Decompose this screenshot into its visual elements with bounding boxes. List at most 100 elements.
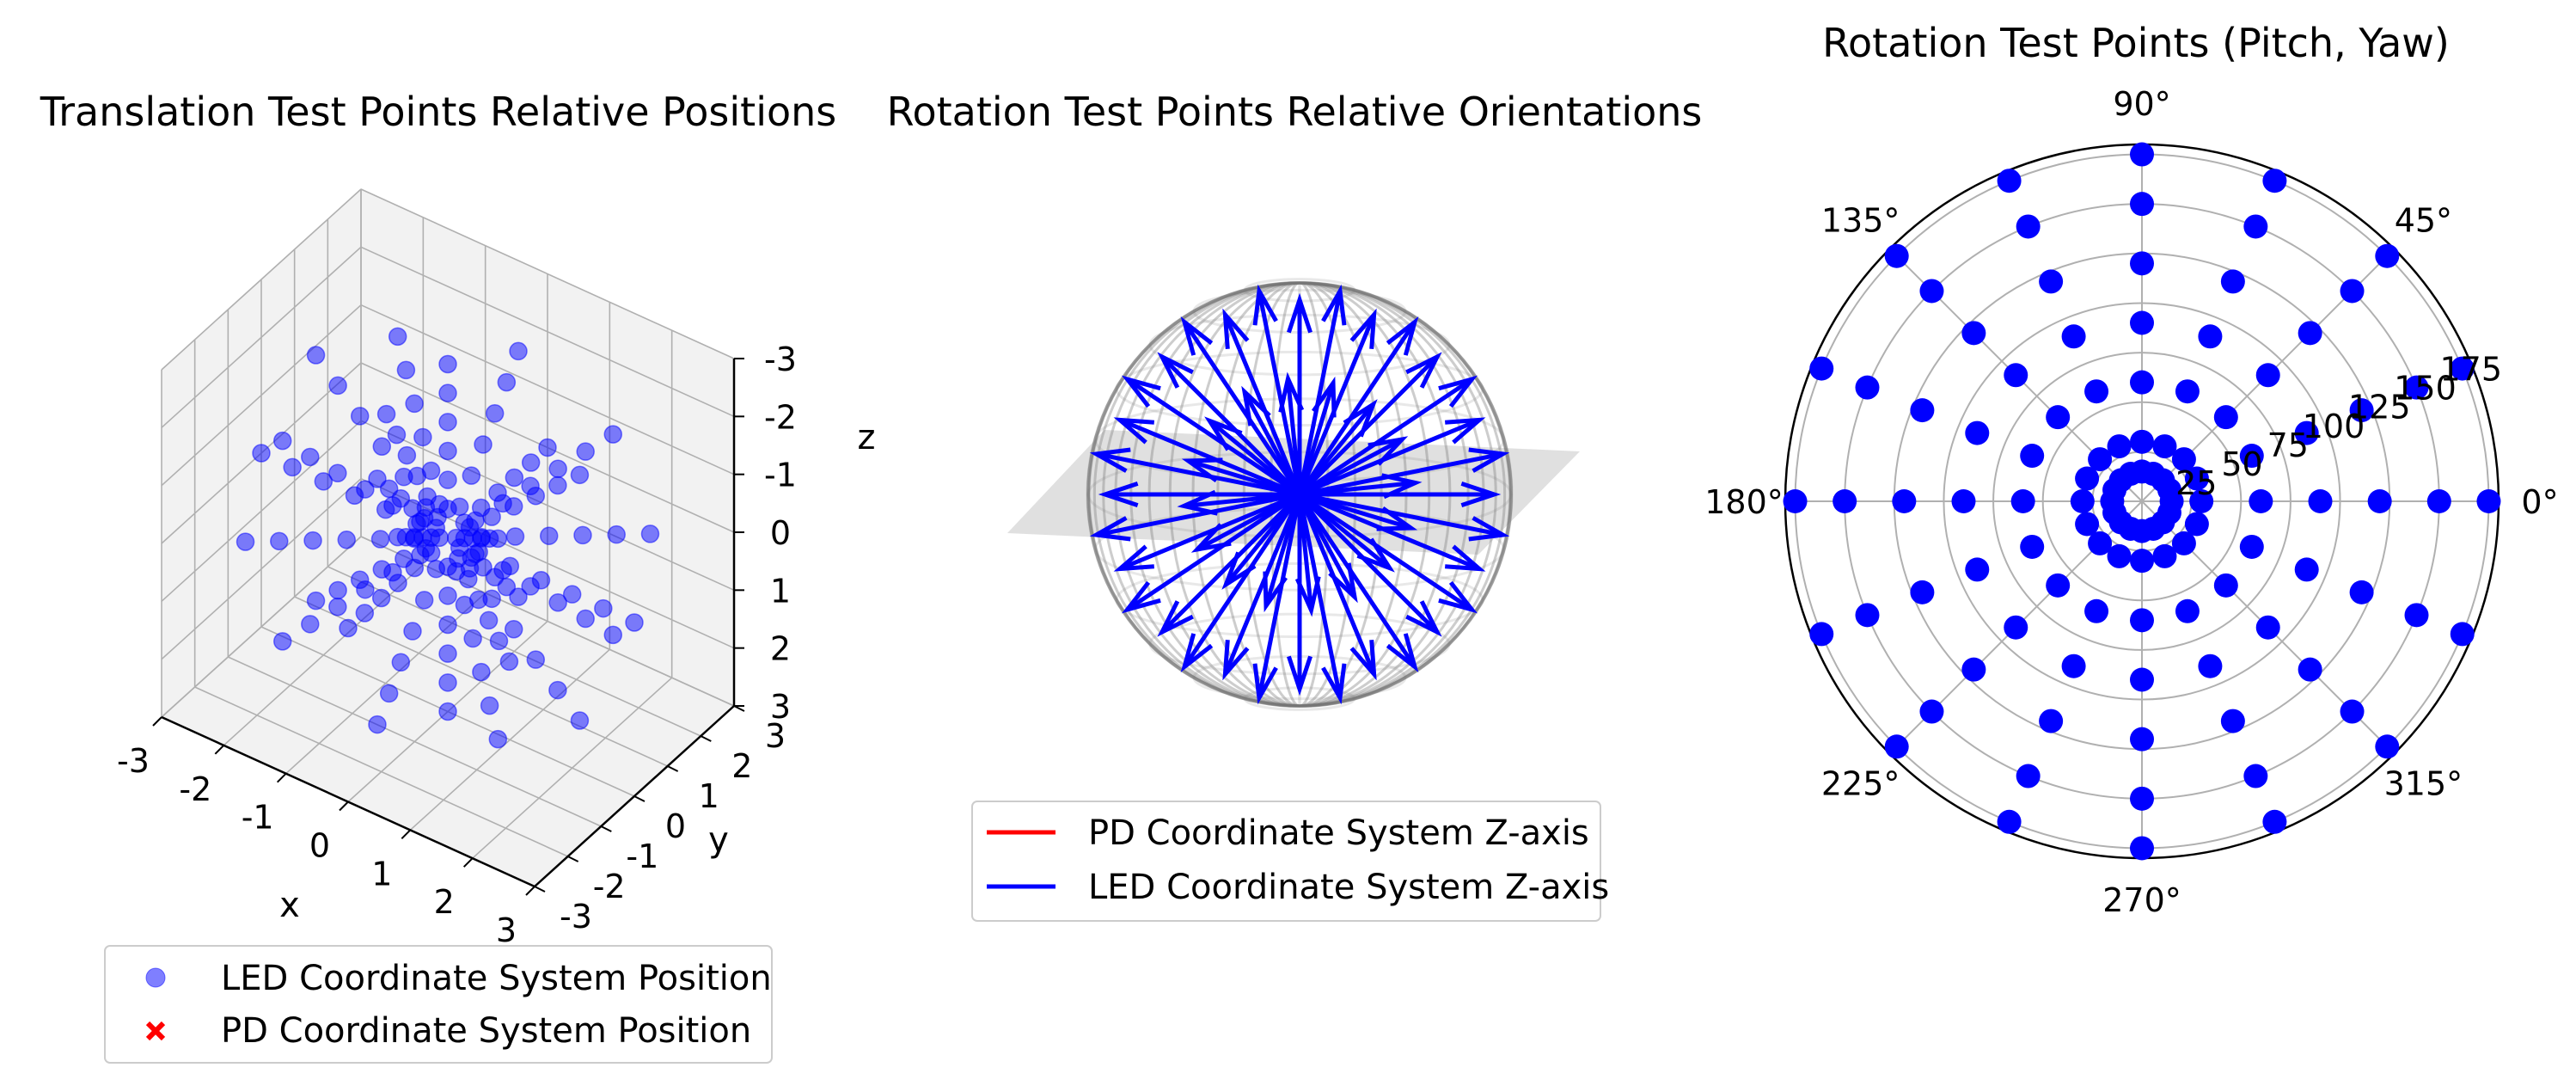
pitch-yaw-point bbox=[2152, 543, 2177, 568]
x-tick-label: 0 bbox=[309, 827, 330, 865]
legend-box bbox=[104, 945, 773, 1064]
orientation-arrow-head bbox=[1445, 544, 1486, 572]
z-tick-label: -3 bbox=[764, 341, 797, 378]
sphere-outline bbox=[1086, 281, 1513, 708]
orientation-arrow-head bbox=[1180, 633, 1214, 673]
pitch-yaw-point bbox=[1910, 580, 1935, 604]
pitch-yaw-point bbox=[2061, 324, 2086, 349]
led-point bbox=[413, 427, 432, 447]
led-point bbox=[548, 592, 567, 612]
legend-led-marker bbox=[145, 967, 166, 988]
y-tick-label: 2 bbox=[731, 747, 752, 785]
led-point bbox=[371, 588, 391, 608]
orientation-arrow-head bbox=[1121, 375, 1161, 408]
legend-pd-z-label: PD Coordinate System Z-axis bbox=[1088, 813, 1589, 853]
pitch-yaw-point bbox=[2016, 764, 2041, 788]
pitch-yaw-point bbox=[2375, 734, 2400, 759]
pitch-yaw-point bbox=[1997, 169, 2022, 193]
orientation-arrow-head bbox=[1381, 473, 1423, 500]
orientation-arrow-head bbox=[1468, 447, 1510, 473]
pitch-yaw-point bbox=[2130, 142, 2154, 167]
led-point bbox=[426, 559, 446, 579]
pitch-yaw-point bbox=[2175, 379, 2200, 404]
led-point bbox=[479, 610, 499, 630]
orientation-arrow-shaft bbox=[1182, 321, 1302, 496]
orientation-arrow-shaft bbox=[1096, 492, 1300, 537]
led-point bbox=[391, 653, 411, 672]
orientation-arrow-head bbox=[1221, 551, 1257, 590]
led-point bbox=[482, 507, 501, 526]
led-point bbox=[414, 591, 434, 610]
pitch-yaw-point bbox=[1961, 321, 1986, 346]
radial-tick-label: 150 bbox=[2394, 370, 2457, 408]
led-point bbox=[505, 527, 525, 546]
orientation-arrow-head bbox=[1438, 580, 1478, 614]
pitch-yaw-point bbox=[1783, 489, 1808, 513]
led-point bbox=[504, 619, 523, 639]
orientation-arrow-shaft bbox=[1297, 321, 1417, 496]
pitch-yaw-point bbox=[2130, 727, 2154, 752]
radial-tick-label: 100 bbox=[2303, 408, 2365, 445]
pitch-yaw-point bbox=[1884, 243, 1909, 268]
orientation-arrow-shaft bbox=[1160, 493, 1301, 634]
pitch-yaw-point bbox=[1919, 699, 1944, 724]
orientation-arrow-head bbox=[1386, 633, 1419, 673]
orientation-arrow-shaft bbox=[1297, 493, 1357, 598]
led-point bbox=[272, 431, 292, 451]
led-point bbox=[379, 684, 399, 703]
y-tick-label: 1 bbox=[699, 777, 719, 815]
led-point bbox=[438, 586, 457, 605]
orientation-arrow-shaft bbox=[1299, 451, 1503, 497]
pitch-yaw-point bbox=[2450, 622, 2475, 647]
orientation-arrow-head bbox=[1405, 600, 1442, 637]
orientation-arrow-shaft bbox=[1187, 458, 1300, 497]
led-point bbox=[499, 652, 519, 672]
led-point bbox=[303, 531, 322, 550]
led-point bbox=[339, 618, 358, 638]
pitch-yaw-point bbox=[2262, 809, 2287, 834]
led-point bbox=[314, 472, 333, 491]
z-tick-label: 1 bbox=[770, 572, 791, 610]
pitch-yaw-point bbox=[2184, 512, 2209, 537]
orientation-arrow-head bbox=[1287, 655, 1312, 696]
x-tick-label: -3 bbox=[117, 742, 150, 780]
orientation-arrow-head bbox=[1157, 600, 1194, 637]
pitch-yaw-point bbox=[1951, 489, 1976, 513]
orientation-arrow-shaft bbox=[1118, 492, 1300, 571]
led-point bbox=[438, 470, 457, 489]
x-tick-mark bbox=[462, 857, 474, 868]
pitch-yaw-point bbox=[2189, 489, 2214, 513]
orientation-arrow-shaft bbox=[1242, 390, 1302, 496]
z-tick-label: -2 bbox=[764, 398, 797, 436]
led-point bbox=[438, 673, 457, 692]
led-point bbox=[640, 525, 660, 543]
orientation-arrow-head bbox=[1349, 640, 1377, 681]
orientation-arrow-head bbox=[1468, 516, 1510, 542]
pitch-yaw-point bbox=[1965, 420, 1990, 445]
polar-panel: Rotation Test Points (Pitch, Yaw) 0° 45° 9… bbox=[1704, 20, 2558, 919]
pitch-yaw-point bbox=[2375, 243, 2400, 268]
led-point bbox=[459, 569, 478, 589]
pitch-yaw-points bbox=[1783, 142, 2501, 861]
orientation-arrow-shaft bbox=[1208, 419, 1301, 496]
orientation-arrow-head bbox=[1294, 576, 1321, 617]
pitch-yaw-point bbox=[2450, 356, 2475, 381]
led-point bbox=[368, 715, 387, 734]
pitch-yaw-point bbox=[2152, 434, 2177, 459]
side-grid-z bbox=[161, 246, 362, 428]
led-point bbox=[396, 360, 416, 380]
pitch-yaw-point bbox=[2171, 531, 2196, 555]
y-axis-label: y bbox=[708, 820, 729, 860]
led-point bbox=[355, 604, 375, 623]
x-tick-mark bbox=[339, 801, 349, 812]
led-point bbox=[405, 529, 424, 549]
led-point bbox=[376, 404, 396, 424]
pitch-yaw-point bbox=[1919, 279, 1944, 304]
translation-panel: Translation Test Points Relative Positio… bbox=[40, 89, 876, 1064]
radial-tick-label: 25 bbox=[2175, 464, 2217, 502]
orientation-arrow-head bbox=[1460, 482, 1502, 507]
pitch-yaw-point bbox=[2367, 489, 2392, 513]
orientation-arrow-head bbox=[1190, 523, 1232, 553]
radial-tick-label: 75 bbox=[2267, 426, 2309, 464]
polar-tick-labels: 0° 45° 90° 135° 180° 225° 270° 315° 255075100125… bbox=[1704, 85, 2558, 919]
